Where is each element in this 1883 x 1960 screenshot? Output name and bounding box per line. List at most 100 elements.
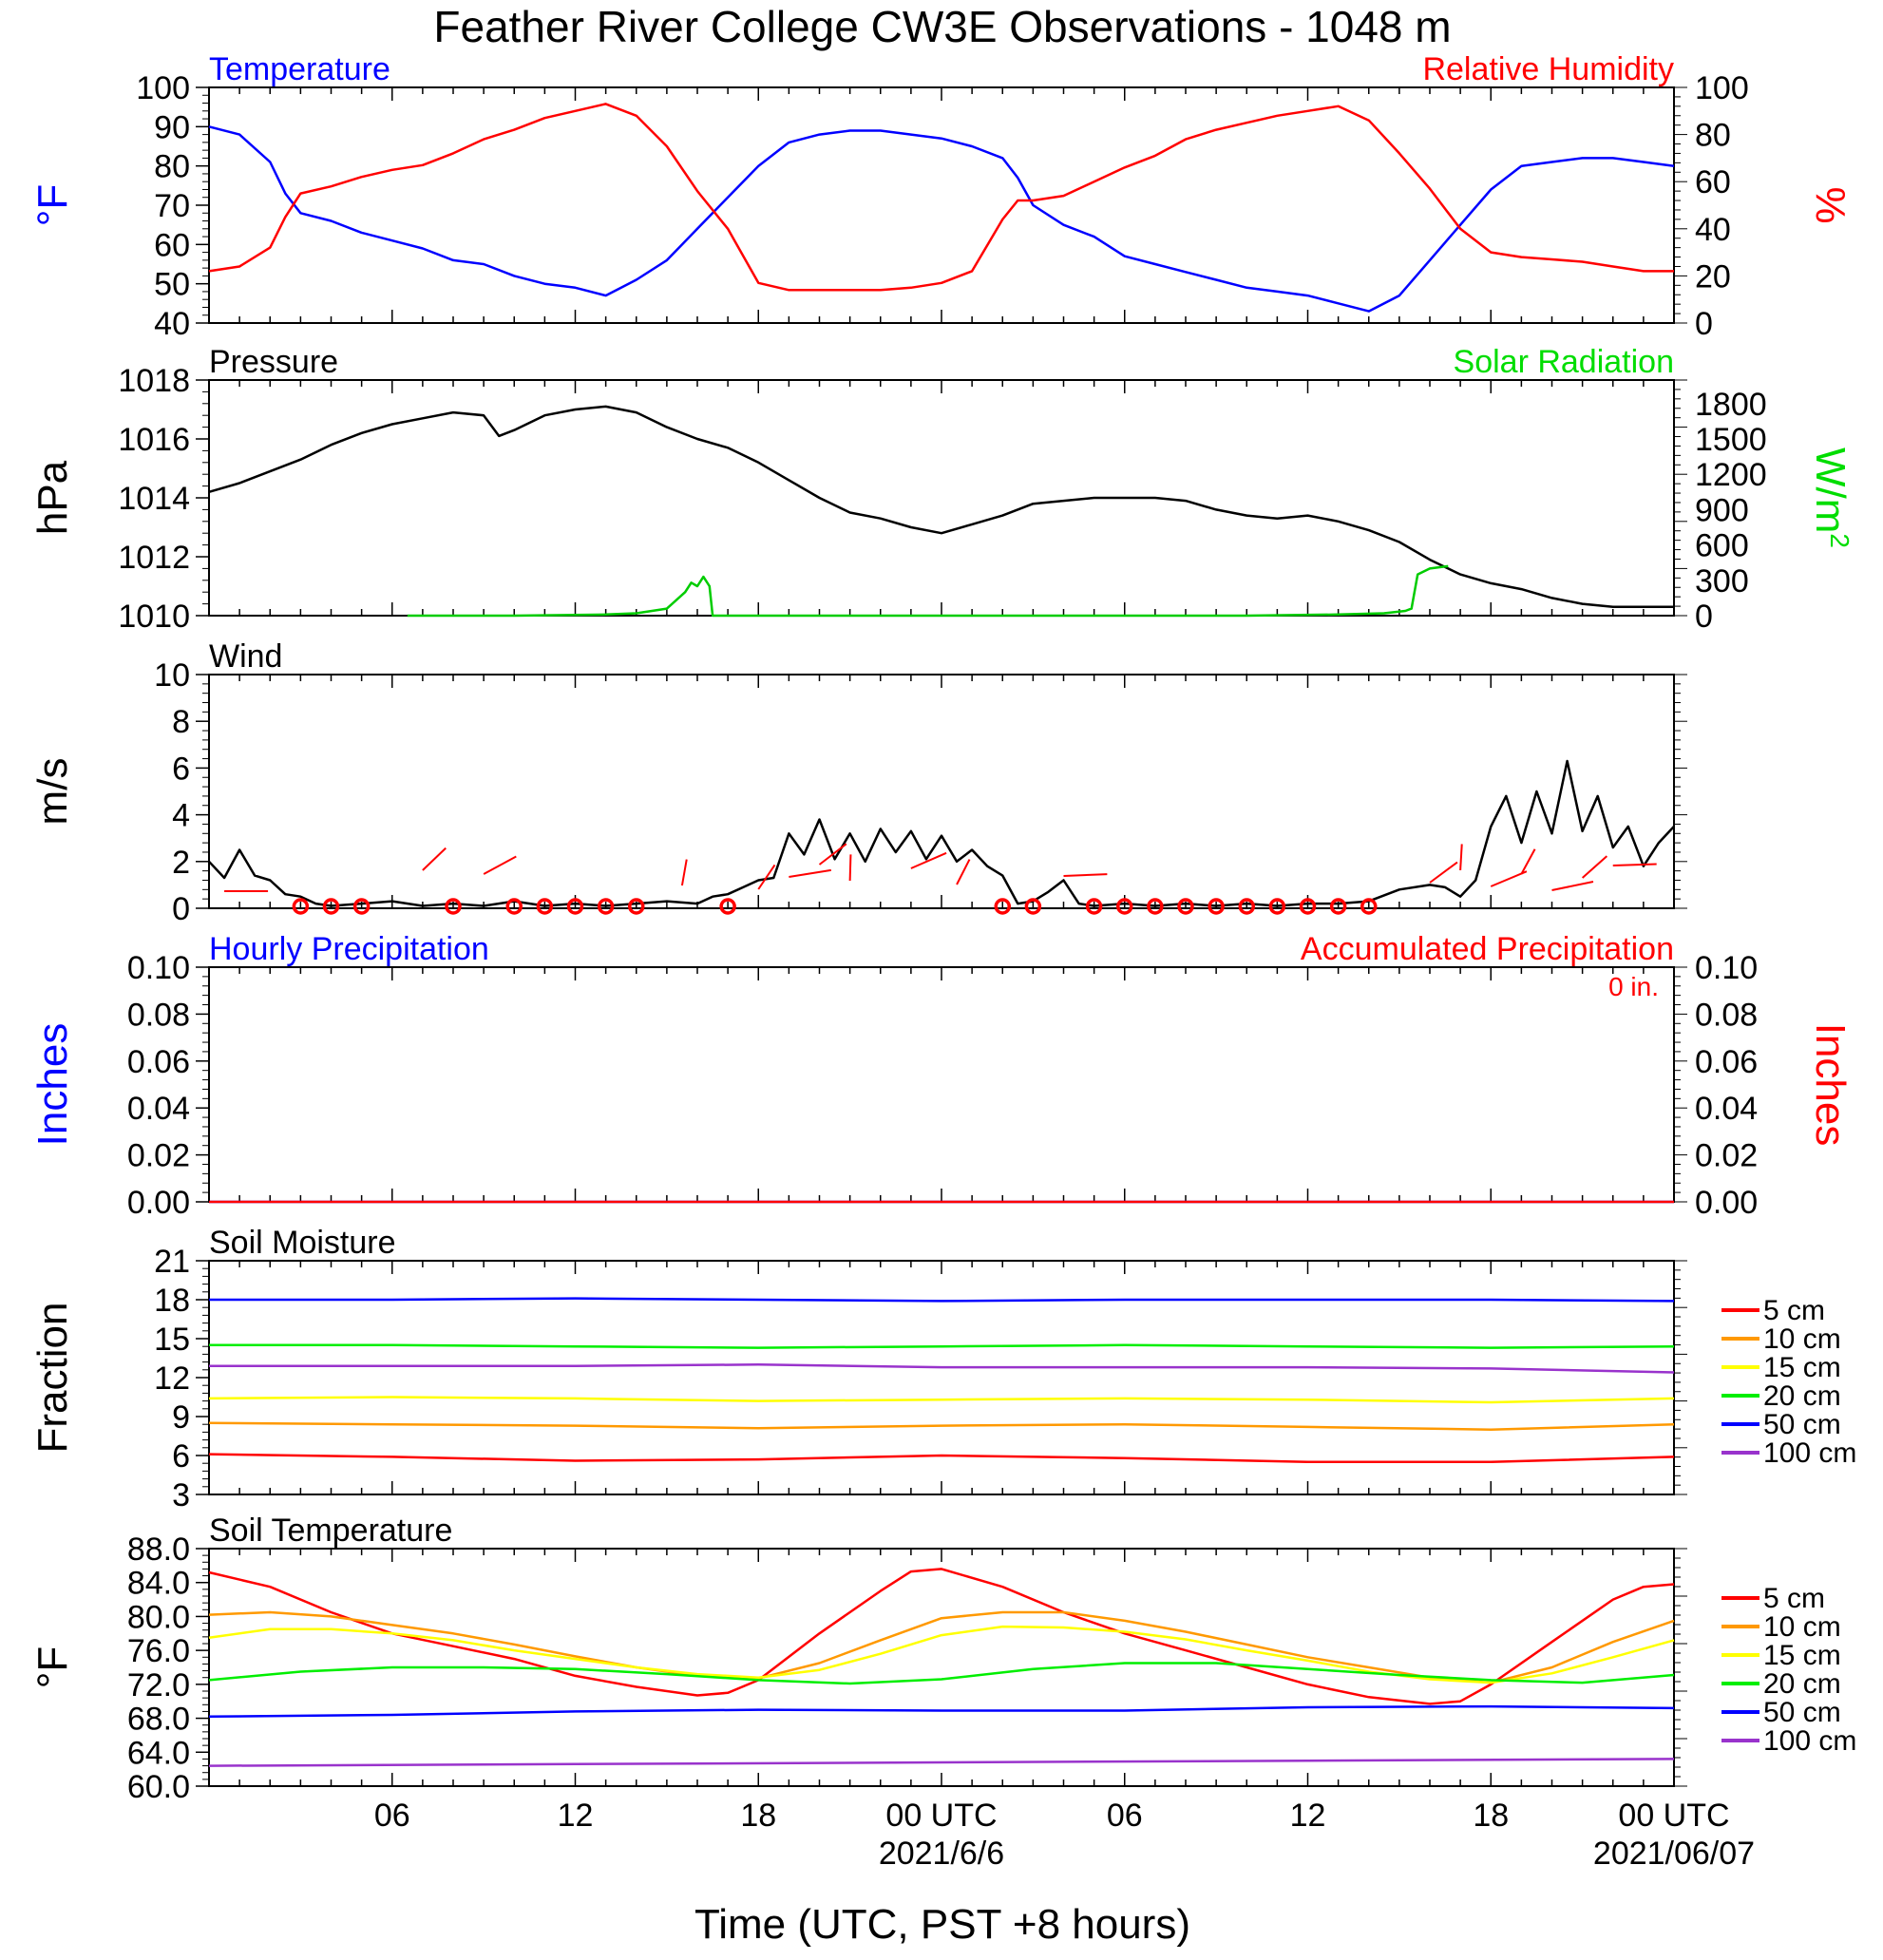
y-tick-label: 60.0 — [127, 1769, 190, 1805]
y-tick-label: 68.0 — [127, 1702, 190, 1738]
legend-label: 10 cm — [1763, 1611, 1841, 1643]
wind-calm-marker — [1085, 898, 1103, 915]
right-tick-label: 0 — [1695, 599, 1713, 635]
wind-calm-marker — [445, 898, 462, 915]
wind-calm-marker — [1268, 898, 1286, 915]
y-tick-label: 6 — [172, 751, 190, 787]
wind-calm-marker — [994, 898, 1011, 915]
y-tick-label: 0.02 — [127, 1138, 190, 1174]
wind-calm-marker — [322, 898, 340, 915]
y-tick-label: 84.0 — [127, 1566, 190, 1602]
legend-label: 5 cm — [1763, 1295, 1825, 1326]
right-unit-label: W/m2 — [1807, 447, 1855, 548]
y-tick-label: 72.0 — [127, 1667, 190, 1703]
series-line-50-cm — [209, 1297, 1675, 1303]
plot-frame — [208, 966, 1675, 1203]
right-tick-label: 80 — [1695, 118, 1731, 154]
series-line-15-cm — [208, 1625, 1675, 1684]
wind-barb — [483, 855, 517, 875]
panel-pressure_solar: 1010 1012 1014 1016 1018 03006009001200150018… — [29, 344, 1855, 635]
series-line-temperature — [208, 125, 1675, 313]
wind-barb — [1581, 855, 1608, 879]
series-line-100-cm — [209, 1363, 1675, 1374]
wind-barb — [1490, 870, 1528, 887]
panel-title-left: Temperature — [209, 51, 390, 87]
panel-annotation: 0 in. — [1608, 972, 1659, 1001]
right-tick-label: 0.02 — [1695, 1138, 1758, 1174]
wind-barb — [1459, 844, 1463, 871]
wind-barb — [789, 868, 831, 878]
legend-label: 50 cm — [1763, 1697, 1841, 1728]
y-tick-label: 21 — [154, 1244, 190, 1280]
right-unit-label: Inches — [1807, 1023, 1854, 1147]
wind-barb — [910, 851, 947, 869]
y-tick-label: 1016 — [118, 422, 190, 458]
wind-calm-marker — [1116, 898, 1133, 915]
right-tick-label: 40 — [1695, 212, 1731, 248]
y-tick-label: 50 — [154, 267, 190, 303]
series-line-pressure — [208, 405, 1674, 608]
series-line-15-cm — [208, 1396, 1675, 1404]
panel-wind: 0 2 4 6 8 10 Wind m/s — [29, 638, 1687, 927]
panel-title-right: Relative Humidity — [1422, 51, 1674, 87]
y-tick-label: 80 — [154, 149, 190, 185]
series-line-5-cm — [208, 1568, 1675, 1705]
wind-calm-marker — [1360, 898, 1378, 915]
legend-label: 50 cm — [1763, 1409, 1841, 1440]
series-line-20-cm — [209, 1343, 1675, 1349]
wind-calm-marker — [719, 898, 736, 915]
panel-title-right: Accumulated Precipitation — [1301, 931, 1674, 967]
y-tick-label: 8 — [172, 704, 190, 740]
wind-calm-marker — [1177, 898, 1194, 915]
legend-label: 20 cm — [1763, 1380, 1841, 1412]
series-line-wind — [208, 759, 1675, 907]
right-tick-label: 600 — [1695, 528, 1749, 564]
series-line-100-cm — [208, 1758, 1675, 1767]
legend-label: 15 cm — [1763, 1640, 1841, 1671]
wind-barb — [1063, 873, 1108, 877]
wind-calm-marker — [352, 898, 371, 915]
right-tick-label: 100 — [1695, 70, 1749, 106]
plot-frame — [208, 1260, 1675, 1495]
right-tick-label: 60 — [1695, 164, 1731, 200]
chart-title: Feather River College CW3E Observations … — [433, 2, 1451, 51]
right-tick-label: 300 — [1695, 563, 1749, 599]
y-tick-label: 10 — [154, 657, 190, 694]
wind-calm-marker — [628, 898, 645, 915]
wind-calm-marker — [1208, 898, 1225, 915]
legend-label: 5 cm — [1763, 1583, 1825, 1614]
wind-barb — [818, 843, 847, 866]
panel-title-left: Pressure — [209, 344, 338, 380]
wind-calm-marker — [1024, 898, 1042, 915]
right-tick-label: 0.06 — [1695, 1044, 1758, 1080]
wind-barb — [956, 859, 971, 885]
series-line-10-cm — [208, 1421, 1675, 1431]
y-tick-label: 64.0 — [127, 1735, 190, 1771]
wind-barb — [1612, 863, 1657, 866]
y-tick-label: 9 — [172, 1399, 190, 1436]
wind-calm-marker — [536, 898, 554, 915]
right-tick-label: 900 — [1695, 492, 1749, 528]
panel-precip: 0.00 0.02 0.04 0.06 0.08 0.10 0.00 0.02 0.04 0.06… — [29, 931, 1854, 1221]
y-tick-label: 1018 — [118, 363, 190, 399]
y-tick-label: 4 — [172, 798, 190, 834]
x-tick-label: 06 — [1107, 1798, 1143, 1834]
wind-barb — [757, 864, 776, 890]
panel-title-left: Soil Temperature — [209, 1513, 452, 1549]
right-tick-label: 0.00 — [1695, 1185, 1758, 1221]
series-line-relative-humidity — [208, 103, 1674, 292]
y-tick-label: 80.0 — [127, 1599, 190, 1635]
panel-title-left: Soil Moisture — [209, 1225, 396, 1261]
x-tick-label: 00 UTC — [1618, 1798, 1729, 1834]
y-tick-label: 100 — [136, 70, 190, 106]
y-tick-label: 40 — [154, 306, 190, 342]
wind-barb — [1551, 881, 1594, 891]
y-tick-label: 0.10 — [127, 950, 190, 986]
right-tick-label: 0 — [1695, 306, 1713, 342]
series-line-20-cm — [208, 1662, 1675, 1685]
x-tick-label: 00 UTC — [885, 1798, 997, 1834]
x-tick-label: 06 — [374, 1798, 410, 1834]
plot-frame — [208, 379, 1675, 617]
